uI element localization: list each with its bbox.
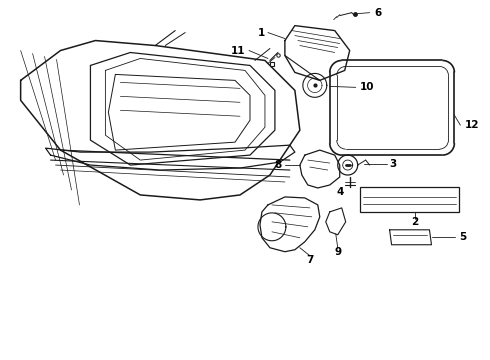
Text: 9: 9 <box>334 247 342 257</box>
Text: 2: 2 <box>411 217 418 227</box>
Text: 11: 11 <box>230 45 245 55</box>
Text: 4: 4 <box>336 187 343 197</box>
Text: 8: 8 <box>275 160 282 170</box>
Bar <box>360 187 460 212</box>
Text: 12: 12 <box>465 120 479 130</box>
Text: 5: 5 <box>460 232 466 242</box>
Text: 6: 6 <box>375 8 382 18</box>
Text: 10: 10 <box>360 82 374 93</box>
Text: 1: 1 <box>258 28 265 37</box>
Text: 7: 7 <box>306 255 314 265</box>
Text: 3: 3 <box>390 159 397 169</box>
